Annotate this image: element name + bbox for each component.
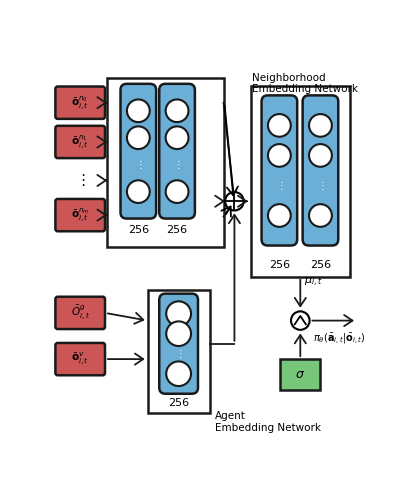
Circle shape [267, 204, 290, 227]
Text: $\vdots$: $\vdots$ [75, 172, 85, 189]
Circle shape [127, 126, 149, 149]
Text: $\mu_{i,t}$: $\mu_{i,t}$ [303, 276, 322, 290]
Text: $\sigma$: $\sigma$ [294, 368, 305, 381]
Text: $\bar{\mathbf{o}}^{n_1}_{i,t}$: $\bar{\mathbf{o}}^{n_1}_{i,t}$ [71, 133, 89, 151]
Text: $\bar{\mathbf{o}}^{n_m}_{i,t}$: $\bar{\mathbf{o}}^{n_m}_{i,t}$ [71, 206, 89, 224]
Text: Agent
Embedding Network: Agent Embedding Network [215, 412, 320, 433]
Circle shape [308, 204, 331, 227]
FancyBboxPatch shape [55, 343, 105, 375]
Text: $\bar{\mathbf{o}}^{n_0}_{i,t}$: $\bar{\mathbf{o}}^{n_0}_{i,t}$ [71, 94, 89, 112]
Circle shape [127, 99, 149, 122]
Circle shape [166, 362, 191, 386]
Text: 256: 256 [309, 260, 330, 270]
Circle shape [127, 180, 149, 203]
Circle shape [308, 144, 331, 167]
Text: $\vdots$: $\vdots$ [316, 179, 323, 192]
Circle shape [267, 114, 290, 137]
Text: $\bar{\mathbf{o}}^{v}_{i,t}$: $\bar{\mathbf{o}}^{v}_{i,t}$ [71, 351, 89, 368]
Bar [147, 290, 209, 413]
Text: 256: 256 [168, 398, 189, 408]
FancyBboxPatch shape [55, 87, 105, 119]
Bar [250, 86, 349, 277]
Circle shape [290, 311, 309, 330]
FancyBboxPatch shape [261, 96, 296, 245]
Circle shape [166, 301, 191, 326]
Text: $\bar{O}^{g}_{i,t}$: $\bar{O}^{g}_{i,t}$ [70, 304, 90, 322]
Circle shape [165, 99, 188, 122]
FancyBboxPatch shape [159, 84, 194, 219]
Circle shape [166, 321, 191, 346]
Circle shape [267, 144, 290, 167]
FancyBboxPatch shape [159, 294, 198, 394]
Text: $\vdots$: $\vdots$ [275, 179, 282, 192]
Text: $\vdots$: $\vdots$ [173, 158, 180, 171]
Circle shape [165, 126, 188, 149]
Text: $\vdots$: $\vdots$ [175, 347, 182, 360]
FancyBboxPatch shape [55, 199, 105, 231]
FancyBboxPatch shape [302, 96, 337, 245]
Circle shape [224, 192, 243, 211]
Text: 256: 256 [166, 225, 187, 235]
FancyBboxPatch shape [55, 126, 105, 158]
Bar [107, 78, 223, 247]
Text: $\pi_{\theta}(\bar{\mathbf{a}}_{i,t}|\bar{\mathbf{o}}_{i,t})$: $\pi_{\theta}(\bar{\mathbf{a}}_{i,t}|\ba… [312, 331, 364, 346]
Text: Neighborhood
Embedding Network: Neighborhood Embedding Network [252, 73, 357, 94]
Bar [279, 359, 320, 390]
Text: 256: 256 [128, 225, 149, 235]
Text: 256: 256 [268, 260, 289, 270]
Circle shape [165, 180, 188, 203]
Circle shape [308, 114, 331, 137]
FancyBboxPatch shape [120, 84, 156, 219]
FancyBboxPatch shape [55, 297, 105, 329]
Text: $\vdots$: $\vdots$ [134, 158, 142, 171]
